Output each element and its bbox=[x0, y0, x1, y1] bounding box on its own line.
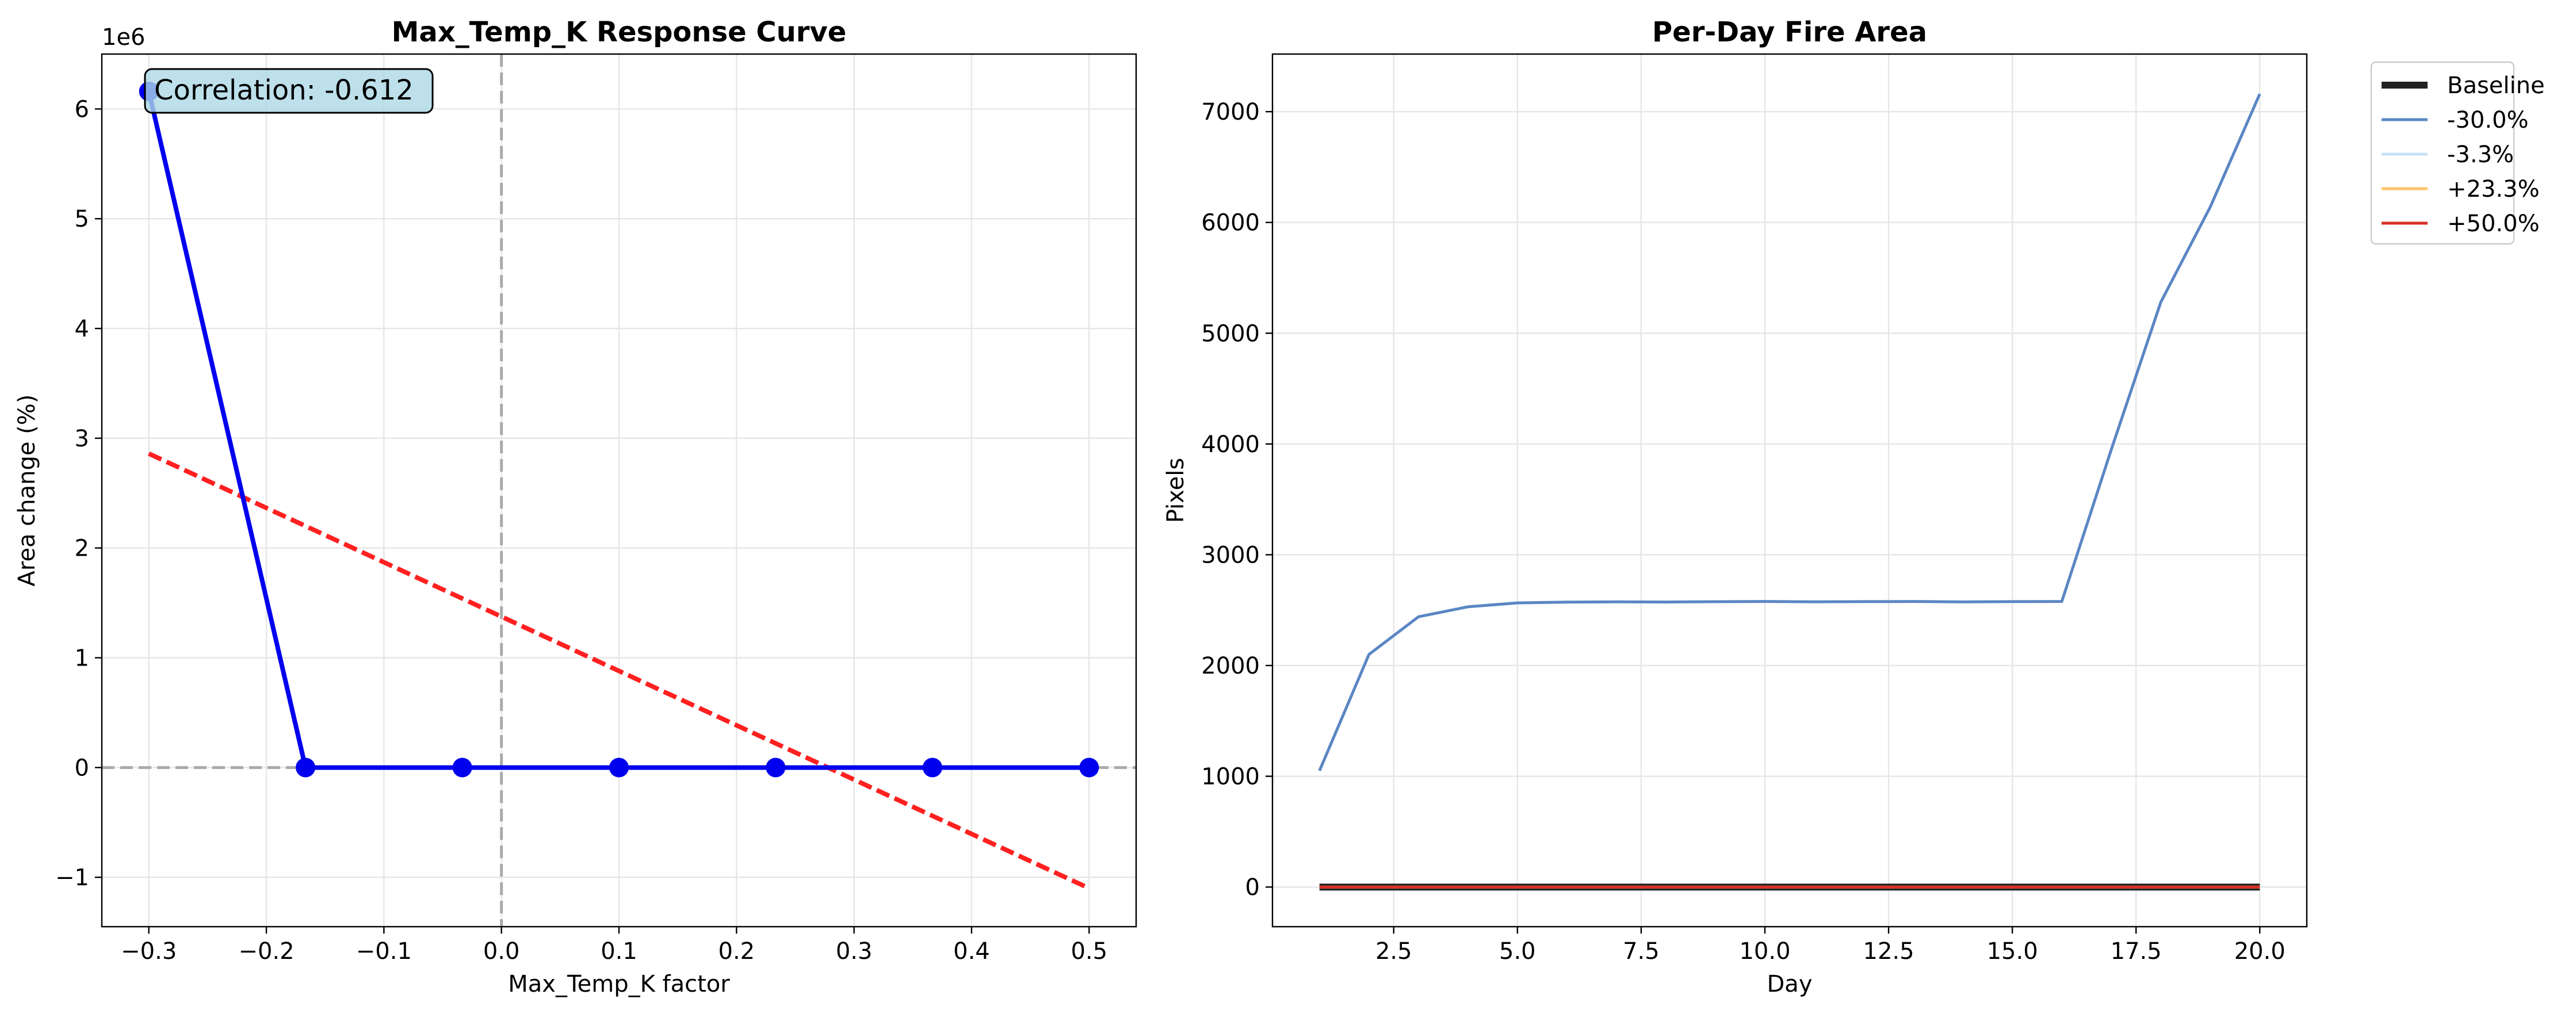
legend-label: Baseline bbox=[2447, 72, 2545, 99]
x-tick-label: −0.1 bbox=[356, 938, 412, 965]
y-tick-label: 2 bbox=[75, 536, 89, 562]
y-tick-label: 5000 bbox=[1201, 320, 1260, 347]
y-tick-label: 0 bbox=[1245, 874, 1260, 901]
x-tick-label: 0.5 bbox=[1071, 938, 1107, 965]
x-tick-label: 12.5 bbox=[1863, 938, 1914, 965]
response-curve-panel: −0.3 −0.2 −0.1 0.0 0.1 0.2 0.3 0.4 0.5 −1 0 1 2 3 4 5 6 M… bbox=[14, 16, 1137, 997]
plot-frame bbox=[1271, 53, 2308, 928]
response-point bbox=[452, 758, 472, 778]
response-point bbox=[766, 758, 786, 778]
y-tick-label: 7000 bbox=[1201, 99, 1260, 125]
y-tick-label: 3000 bbox=[1201, 542, 1260, 568]
legend-label: -3.3% bbox=[2447, 142, 2514, 168]
y-tick-label: 4000 bbox=[1201, 431, 1260, 458]
y-axis-label: Pixels bbox=[1163, 458, 1189, 523]
x-tick-label: 2.5 bbox=[1375, 938, 1412, 965]
response-point bbox=[609, 758, 629, 778]
y-tick-label: 3 bbox=[75, 426, 89, 452]
x-axis-label: Day bbox=[1767, 971, 1813, 997]
trend-line bbox=[148, 451, 1090, 890]
x-tick-label: 0.2 bbox=[718, 938, 755, 965]
x-tick-label: 0.1 bbox=[601, 938, 637, 965]
y-tick-label: 2000 bbox=[1201, 653, 1260, 679]
legend-label: +23.3% bbox=[2447, 176, 2540, 202]
x-tick-label: 5.0 bbox=[1499, 938, 1536, 965]
x-tick-label: −0.3 bbox=[121, 938, 177, 965]
x-tick-label: 0.3 bbox=[836, 938, 873, 965]
legend-label: +50.0% bbox=[2447, 211, 2540, 237]
correlation-annotation: Correlation: -0.612 bbox=[144, 68, 434, 114]
series-line-1 bbox=[1318, 93, 2261, 771]
x-tick-label: 10.0 bbox=[1739, 938, 1790, 965]
y-tick-label: 1000 bbox=[1201, 764, 1260, 790]
y-tick-label: 6000 bbox=[1201, 210, 1260, 236]
y-tick-label: −1 bbox=[55, 865, 89, 891]
x-tick-label: 7.5 bbox=[1623, 938, 1660, 965]
y-tick-label: 0 bbox=[75, 755, 89, 781]
plot-frame bbox=[101, 53, 1137, 928]
x-tick-label: 0.4 bbox=[953, 938, 990, 965]
chart-title: Per-Day Fire Area bbox=[1652, 16, 1927, 48]
x-tick-label: 0.0 bbox=[483, 938, 520, 965]
legend-box bbox=[2370, 61, 2515, 245]
legend: Baseline -30.0% -3.3% +23.3% +50.0% bbox=[2370, 61, 2545, 245]
response-point bbox=[296, 758, 316, 778]
response-point bbox=[1079, 758, 1099, 778]
x-tick-label: 15.0 bbox=[1987, 938, 2038, 965]
annotation-box bbox=[144, 68, 434, 114]
response-point bbox=[922, 758, 942, 778]
x-tick-label: 20.0 bbox=[2234, 938, 2285, 965]
y-tick-label: 5 bbox=[75, 206, 89, 232]
chart-title: Max_Temp_K Response Curve bbox=[392, 16, 847, 48]
x-tick-label: −0.2 bbox=[238, 938, 294, 965]
annotation-text: Correlation: -0.612 bbox=[154, 74, 414, 106]
y-offset-label: 1e6 bbox=[102, 24, 146, 51]
x-axis-label: Max_Temp_K factor bbox=[508, 971, 730, 997]
y-tick-label: 1 bbox=[75, 645, 89, 671]
per-day-fire-area-panel: 2.5 5.0 7.5 10.0 12.5 15.0 17.5 20.0 0 1000 2000 30… bbox=[1163, 16, 2545, 997]
x-tick-label: 17.5 bbox=[2111, 938, 2162, 965]
y-axis-label: Area change (%) bbox=[14, 395, 40, 587]
y-tick-label: 4 bbox=[75, 316, 89, 342]
legend-label: -30.0% bbox=[2447, 107, 2529, 133]
y-tick-label: 6 bbox=[75, 96, 89, 123]
